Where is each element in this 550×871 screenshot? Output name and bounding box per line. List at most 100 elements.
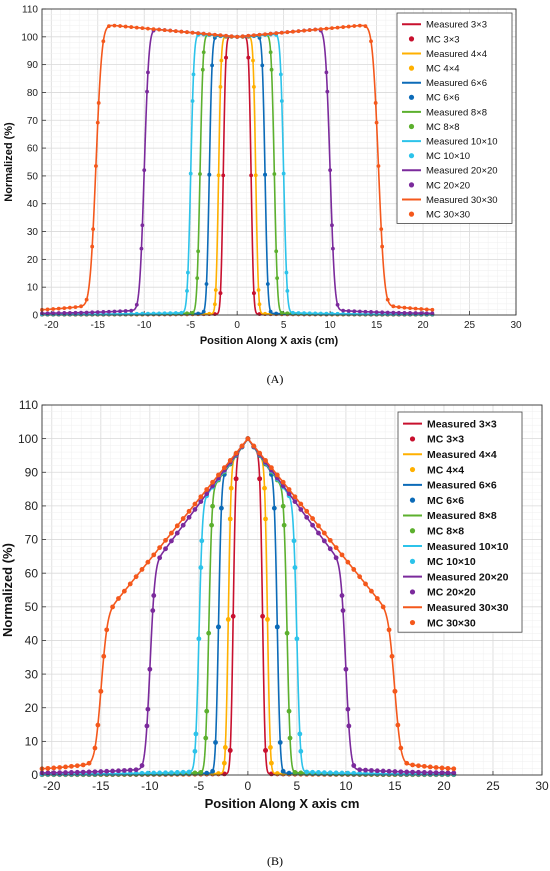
- mc-point-3x3: [218, 291, 223, 296]
- mc-point-20x20: [133, 767, 139, 773]
- mc-point-30x30: [101, 39, 106, 44]
- mc-point-20x20: [110, 768, 115, 774]
- mc-point-20x20: [374, 310, 379, 315]
- mc-point-20x20: [404, 769, 410, 775]
- mc-point-30x30: [324, 26, 329, 31]
- mc-point-30x30: [157, 27, 162, 32]
- mc-point-20x20: [363, 309, 368, 314]
- y-tick-label: 100: [18, 432, 38, 446]
- mc-point-10x10: [186, 769, 192, 775]
- mc-point-20x20: [430, 311, 435, 316]
- mc-point-10x10: [351, 770, 357, 776]
- mc-point-30x30: [380, 244, 385, 249]
- mc-point-4x4: [213, 288, 218, 292]
- y-tick-label: 110: [19, 398, 38, 412]
- mc-point-30x30: [110, 604, 115, 610]
- legend-label: MC 30×30: [427, 617, 476, 629]
- y-tick-label: 50: [27, 171, 39, 182]
- y-tick-label: 110: [22, 5, 38, 16]
- mc-point-20x20: [380, 310, 385, 315]
- mc-point-30x30: [101, 653, 107, 659]
- mc-point-20x20: [150, 608, 156, 613]
- mc-point-30x30: [116, 596, 121, 601]
- mc-point-10x10: [191, 72, 196, 77]
- mc-point-10x10: [196, 636, 202, 642]
- series-30x30: [39, 436, 457, 772]
- mc-point-20x20: [86, 769, 92, 775]
- mc-point-30x30: [376, 164, 381, 168]
- legend-label: MC 10×10: [426, 151, 470, 162]
- mc-point-10x10: [285, 288, 290, 293]
- mc-point-4x4: [252, 84, 256, 89]
- legend-marker-6x6: [409, 497, 416, 503]
- mc-point-10x10: [327, 770, 333, 776]
- mc-point-4x4: [225, 617, 231, 622]
- mc-point-30x30: [112, 23, 117, 28]
- mc-point-20x20: [346, 309, 351, 313]
- mc-point-20x20: [169, 538, 174, 544]
- y-tick-label: 10: [25, 735, 39, 749]
- mc-point-30x30: [45, 765, 51, 771]
- legend-label: MC 4×4: [426, 64, 460, 75]
- mc-point-4x4: [269, 760, 274, 766]
- legend-label: MC 20×20: [427, 587, 476, 599]
- mc-point-30x30: [363, 581, 368, 587]
- mc-point-8x8: [209, 522, 215, 528]
- mc-point-8x8: [210, 503, 215, 509]
- mc-point-30x30: [121, 588, 127, 594]
- mc-point-3x3: [224, 55, 228, 60]
- mc-point-20x20: [56, 311, 61, 315]
- mc-point-20x20: [357, 309, 362, 314]
- y-axis-label: Normalized (%): [0, 543, 15, 637]
- mc-point-20x20: [396, 310, 401, 315]
- legend-marker-20x20: [408, 182, 415, 188]
- mc-point-20x20: [392, 769, 398, 774]
- y-tick-label: 60: [25, 566, 39, 580]
- mc-point-10x10: [302, 311, 306, 316]
- legend-label: Measured 6×6: [426, 78, 487, 89]
- caption-b: (B): [267, 854, 283, 868]
- mc-point-3x3: [246, 55, 251, 60]
- mc-point-30x30: [95, 120, 100, 125]
- mc-point-4x4: [228, 485, 234, 491]
- mc-point-30x30: [246, 33, 251, 38]
- mc-point-30x30: [201, 31, 206, 36]
- mc-point-3x3: [230, 613, 236, 619]
- mc-point-30x30: [280, 479, 286, 485]
- legend-label: MC 3×3: [427, 434, 464, 446]
- y-tick-label: 0: [32, 311, 38, 322]
- mc-point-10x10: [313, 311, 318, 316]
- mc-point-20x20: [357, 767, 363, 773]
- mc-point-6x6: [213, 740, 218, 745]
- mc-point-10x10: [157, 770, 163, 776]
- mc-point-30x30: [419, 307, 424, 311]
- y-tick-label: 90: [27, 60, 39, 71]
- mc-point-10x10: [145, 770, 151, 776]
- mc-point-30x30: [430, 307, 435, 312]
- mc-point-30x30: [227, 458, 233, 463]
- mc-point-30x30: [151, 552, 157, 558]
- x-tick-label: 5: [281, 320, 287, 331]
- mc-point-30x30: [298, 501, 304, 507]
- mc-point-20x20: [433, 770, 439, 776]
- mc-point-8x8: [203, 735, 209, 741]
- legend-marker-30x30: [408, 211, 415, 217]
- mc-point-30x30: [374, 596, 380, 601]
- mc-point-10x10: [151, 311, 156, 316]
- mc-point-20x20: [98, 769, 104, 774]
- y-tick-label: 20: [25, 701, 39, 715]
- legend-label: MC 10×10: [427, 556, 476, 568]
- mc-point-20x20: [386, 768, 392, 774]
- mc-point-30x30: [190, 30, 195, 35]
- legend-box: [396, 12, 513, 224]
- legend-marker-8x8: [408, 123, 415, 130]
- mc-point-30x30: [396, 305, 401, 310]
- x-axis-label: Position Along X axis (cm): [200, 335, 339, 347]
- mc-point-6x6: [196, 311, 201, 316]
- mc-point-20x20: [416, 769, 421, 775]
- mc-point-20x20: [92, 769, 98, 775]
- mc-point-20x20: [63, 770, 68, 775]
- x-tick-label: -20: [44, 320, 59, 331]
- mc-point-30x30: [240, 34, 245, 39]
